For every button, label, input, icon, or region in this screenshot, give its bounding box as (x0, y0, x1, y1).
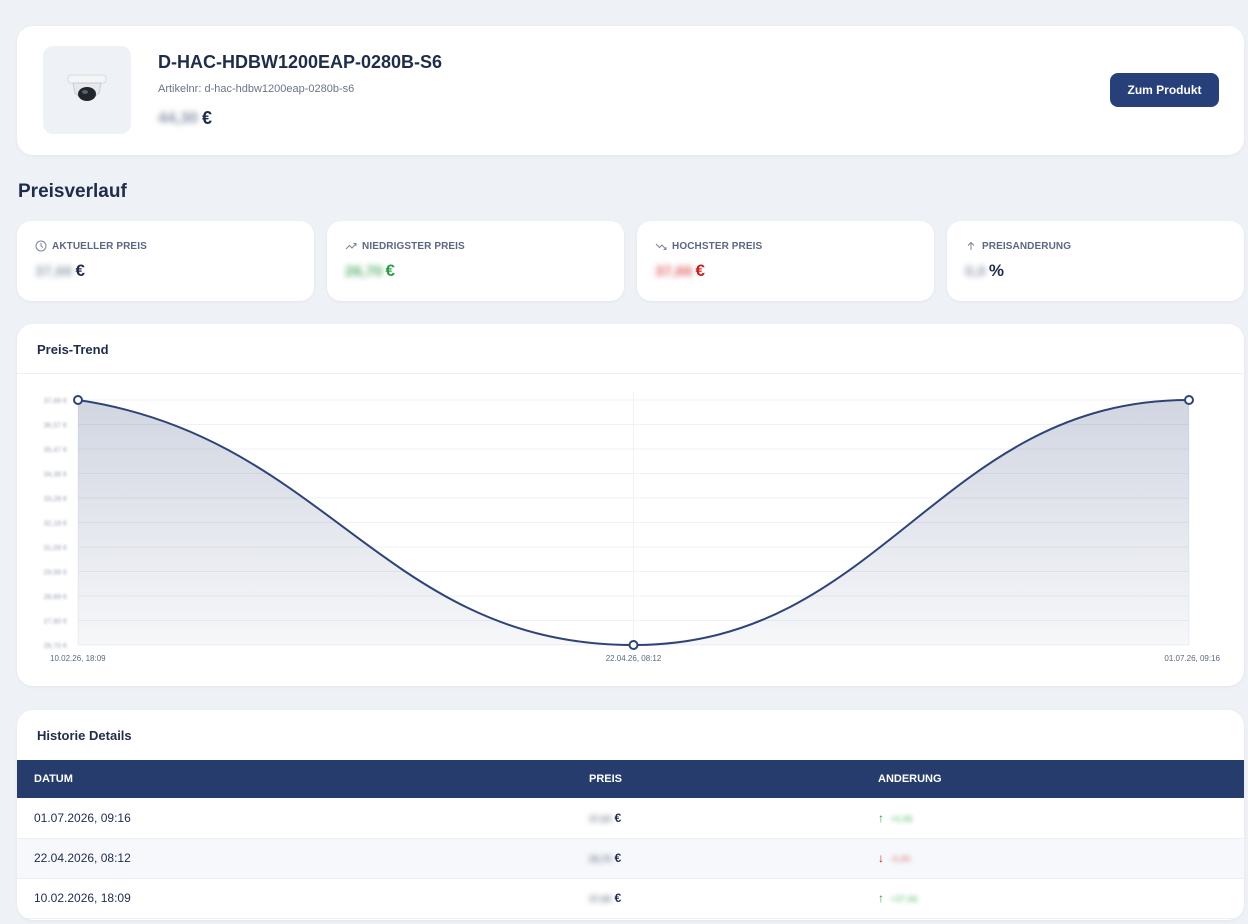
cell-change: ↑ +0,95 (861, 798, 1244, 839)
product-image (43, 46, 131, 134)
stat-label: AKTUELLER PREIS (52, 240, 147, 252)
table-header-row: DATUM PREIS ANDERUNG (17, 760, 1244, 798)
history-card: Historie Details DATUM PREIS ANDERUNG 01… (17, 710, 1244, 920)
series-area (78, 400, 1189, 645)
arrow-up-icon: ↑ (878, 810, 884, 825)
stat-unit: € (385, 261, 396, 280)
data-point (628, 640, 639, 650)
product-price-value: 44,30 (158, 109, 199, 127)
y-tick-label: 27,80 € (44, 619, 67, 626)
price-currency: € (614, 810, 622, 825)
x-tick-label: 22.04.26, 08:12 (606, 654, 662, 663)
stat-card-highest-price: HOCHSTER PREIS 37,66 € (637, 221, 934, 301)
cell-date: 01.07.2026, 09:16 (17, 798, 572, 839)
arrow-up-icon: ↑ (878, 891, 884, 905)
stat-label: PREISANDERUNG (982, 240, 1072, 252)
y-tick-label: 33,28 € (44, 496, 67, 503)
table-row: 22.04.2026, 08:12 26,70 € ↓ -0,90 (17, 838, 1244, 879)
y-tick-label: 28,89 € (44, 594, 67, 601)
price-currency: € (614, 891, 622, 905)
arrow-down-icon: ↓ (878, 851, 884, 865)
clock-icon (35, 240, 47, 252)
price-value: 37,63 (589, 813, 612, 824)
cell-price: 37,66 € (572, 878, 861, 919)
chart-title: Preis-Trend (37, 342, 109, 357)
arrow-up-icon (965, 240, 977, 252)
page-title: Preisverlauf (18, 181, 127, 202)
cell-date: 22.04.2026, 08:12 (17, 838, 572, 879)
data-point (1184, 395, 1194, 405)
stat-value: 0,0 (965, 262, 986, 280)
history-table: DATUM PREIS ANDERUNG 01.07.2026, 09:16 37… (17, 760, 1244, 919)
stat-unit: % (988, 261, 1004, 280)
data-point (73, 395, 83, 405)
stat-card-price-change: PREISANDERUNG 0,0 % (947, 221, 1244, 301)
y-tick-label: 26,70 € (44, 643, 67, 650)
price-trend-chart: 37,66 € 36,57 € 35,47 € 34,38 € 33,28 € 32,18… (44, 392, 1221, 663)
column-header-price: PREIS (589, 773, 623, 785)
price-currency: € (614, 851, 622, 865)
stat-card-lowest-price: NIEDRIGSTER PREIS 26,70 € (327, 221, 624, 301)
stat-value: 37,66 (655, 262, 693, 280)
product-card: D-HAC-HDBW1200EAP-0280B-S6 Artikelnr: d-… (17, 26, 1244, 155)
change-value: -0,90 (890, 854, 911, 864)
product-name: D-HAC-HDBW1200EAP-0280B-S6 (158, 52, 443, 72)
price-value: 37,66 (589, 894, 612, 904)
cell-price: 26,70 € (572, 838, 861, 879)
dome-camera-icon (67, 74, 107, 101)
stat-label: NIEDRIGSTER PREIS (362, 240, 465, 252)
change-value: +0,95 (890, 813, 913, 824)
product-price-currency: € (202, 108, 213, 128)
y-tick-label: 37,66 € (44, 398, 67, 405)
stat-value: 37,66 (35, 262, 73, 280)
x-tick-label: 01.07.26, 09:16 (1164, 654, 1220, 663)
history-title: Historie Details (37, 728, 132, 743)
y-tick-label: 35,47 € (44, 447, 67, 454)
divider (17, 373, 1244, 374)
cell-change: ↑ +37,66 (861, 878, 1244, 919)
cell-price: 37,63 € (572, 798, 861, 839)
stat-card-current-price: AKTUELLER PREIS 37,66 € (17, 221, 314, 301)
y-tick-label: 31,09 € (44, 545, 67, 552)
y-tick-label: 32,18 € (44, 521, 67, 528)
cell-change: ↓ -0,90 (861, 838, 1244, 879)
table-row: 01.07.2026, 09:16 37,63 € ↑ +0,95 (17, 798, 1244, 839)
x-tick-label: 10.02.26, 18:09 (50, 654, 106, 663)
stat-label: HOCHSTER PREIS (672, 240, 763, 252)
column-header-change: ANDERUNG (878, 773, 942, 785)
price-trend-card: Preis-Trend 37,66 € 36,57 € 35,47 € 34,38 €… (17, 324, 1244, 686)
change-value: +37,66 (890, 894, 918, 904)
column-header-date: DATUM (34, 773, 73, 785)
stat-unit: € (75, 261, 86, 280)
trend-up-icon (345, 240, 357, 252)
product-price: 44,30 € (158, 108, 212, 129)
table-row: 10.02.2026, 18:09 37,66 € ↑ +37,66 (17, 878, 1244, 919)
trend-down-icon (655, 240, 667, 252)
price-value: 26,70 (589, 854, 612, 864)
y-tick-label: 29,99 € (44, 570, 67, 577)
zum-produkt-button[interactable]: Zum Produkt (1110, 73, 1219, 107)
stat-value: 26,70 (345, 262, 383, 280)
product-sku: Artikelnr: d-hac-hdbw1200eap-0280b-s6 (158, 83, 355, 95)
cell-date: 10.02.2026, 18:09 (17, 878, 572, 919)
stat-unit: € (695, 261, 706, 280)
y-tick-label: 36,57 € (44, 423, 67, 430)
y-tick-label: 34,38 € (44, 472, 67, 479)
